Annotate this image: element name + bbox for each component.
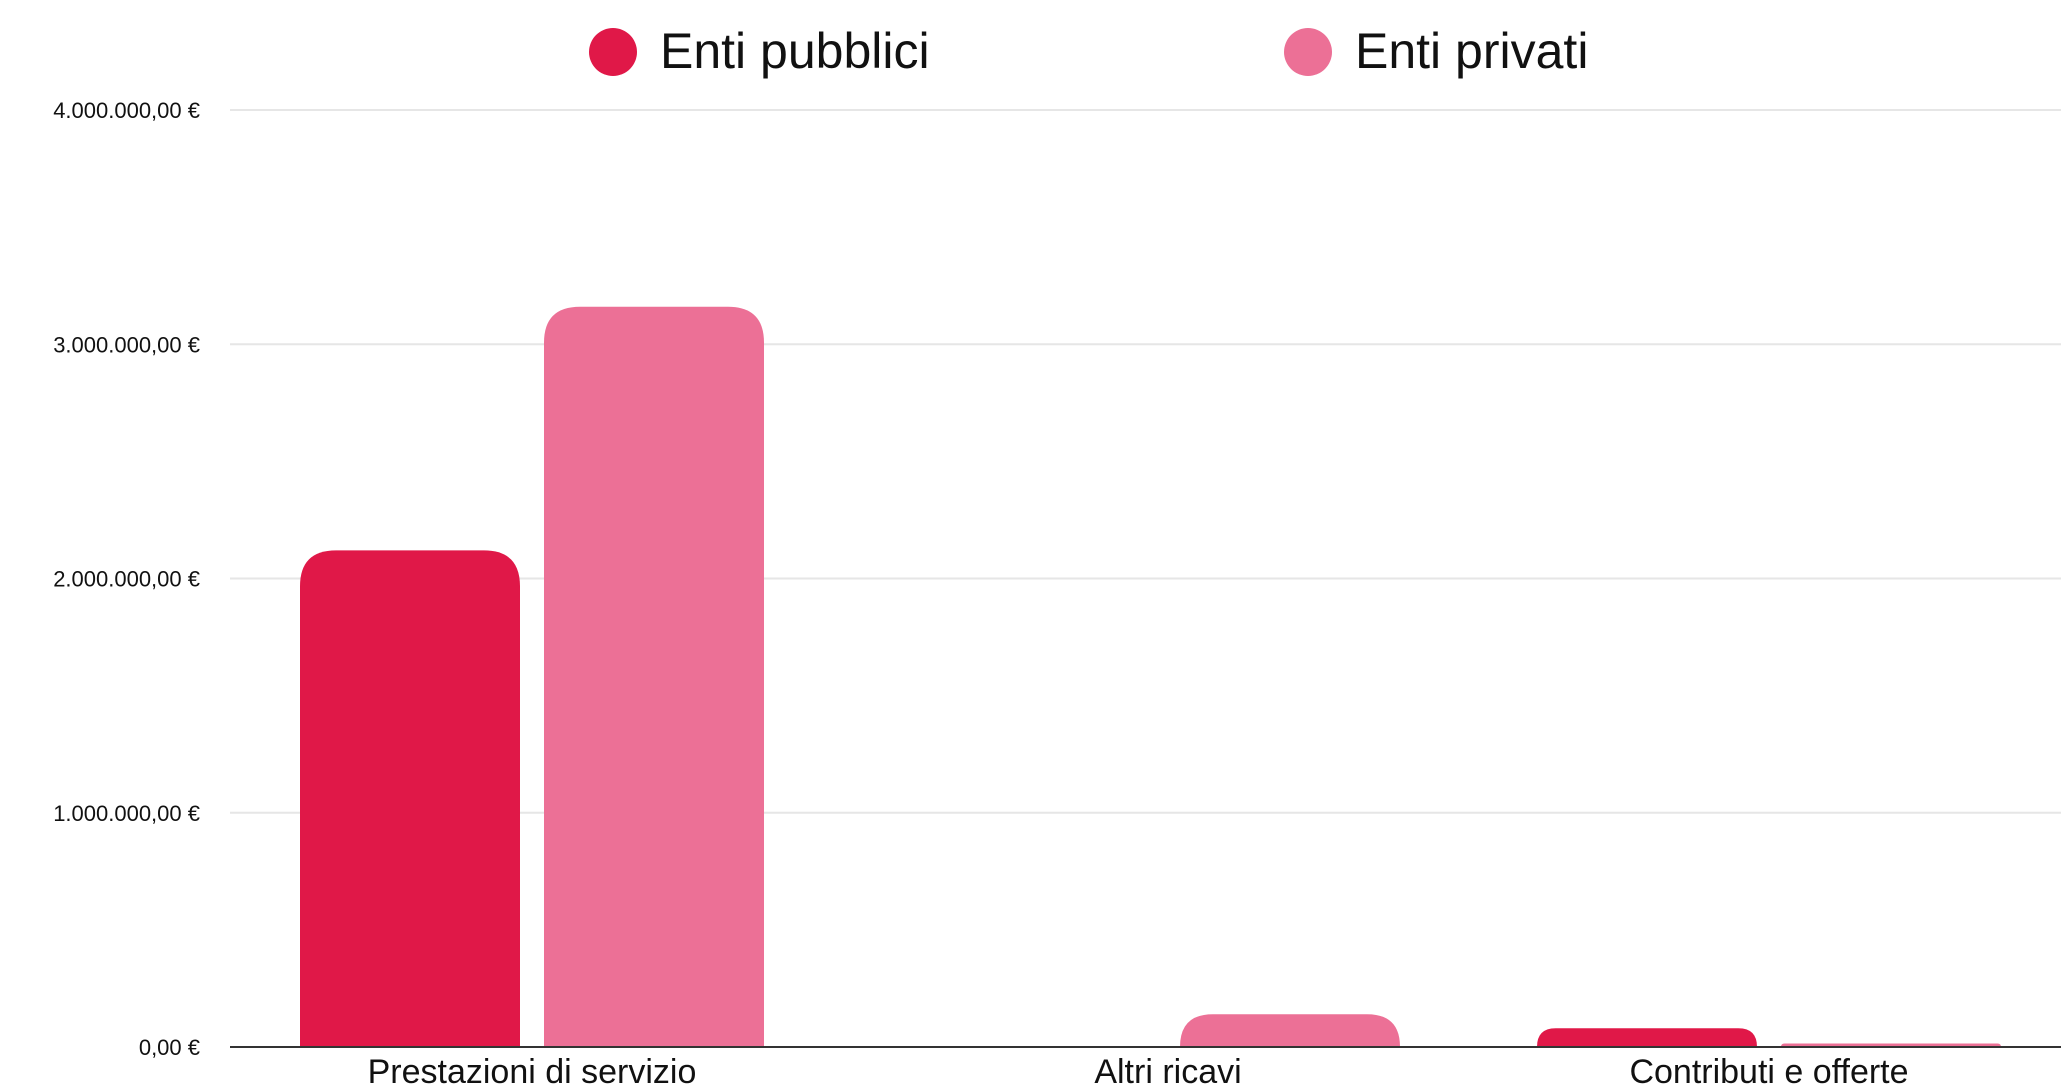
x-tick-label-1: Altri ricavi — [1094, 1053, 1241, 1088]
y-tick-label-1: 1.000.000,00 € — [53, 801, 200, 826]
y-tick-label-2: 2.000.000,00 € — [53, 567, 200, 592]
y-tick-label-4: 4.000.000,00 € — [53, 98, 200, 123]
y-tick-label-3: 3.000.000,00 € — [53, 332, 200, 357]
y-axis-ticks: 0,00 € 1.000.000,00 € 2.000.000,00 € 3.000.… — [53, 98, 200, 1060]
bar-enti-pubblici-2 — [1537, 1028, 1757, 1047]
bar-enti-pubblici-0 — [300, 550, 520, 1047]
bar-enti-privati-0 — [544, 306, 764, 1047]
x-tick-label-2: Contributi e offerte — [1629, 1053, 1908, 1088]
gridlines — [230, 109, 2061, 814]
bar-enti-privati-1 — [1180, 1014, 1400, 1047]
x-axis-labels: Prestazioni di servizio Altri ricavi Contr… — [368, 1053, 1909, 1088]
legend: Enti pubblici Enti privati — [589, 23, 1588, 79]
legend-label-1: Enti privati — [1355, 23, 1588, 79]
legend-swatch-1 — [1284, 28, 1332, 76]
bars — [300, 306, 2001, 1047]
legend-swatch-0 — [589, 28, 637, 76]
x-tick-label-0: Prestazioni di servizio — [368, 1053, 697, 1088]
y-tick-label-0: 0,00 € — [139, 1035, 200, 1060]
legend-label-0: Enti pubblici — [660, 23, 930, 79]
